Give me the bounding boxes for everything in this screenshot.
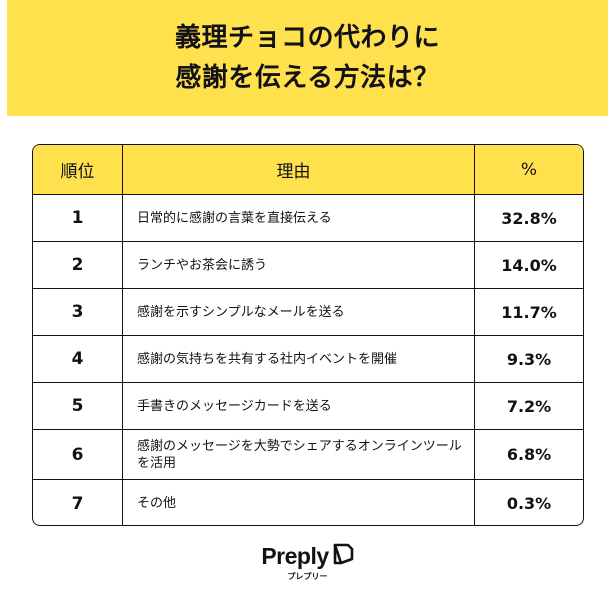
percent-cell: 14.0% (475, 242, 583, 288)
header-percent: % (520, 159, 538, 180)
brand-logo: Preply (261, 542, 353, 570)
brand-name: Preply (261, 542, 329, 569)
reason-text: 感謝の気持ちを共有する社内イベントを開催 (137, 351, 398, 367)
rank-number: 7 (71, 493, 84, 514)
percent-value: 6.8% (506, 445, 552, 464)
table-row: 2 ランチやお茶会に誘う 14.0% (33, 242, 583, 289)
preply-logo-icon (332, 542, 354, 570)
reason-cell: 手書きのメッセージカードを送る (123, 383, 475, 429)
reason-cell: その他 (123, 480, 475, 525)
percent-value: 14.0% (501, 255, 557, 275)
reason-cell: 感謝のメッセージを大勢でシェアするオンラインツールを活用 (123, 430, 475, 479)
reason-cell: 感謝の気持ちを共有する社内イベントを開催 (123, 336, 475, 382)
ranking-table: 順位 理由 % 1 日常的に感謝の言葉を直接伝える 32.8% 2 ランチやお茶… (32, 144, 584, 526)
rank-cell: 1 (33, 195, 123, 241)
rank-cell: 5 (33, 383, 123, 429)
title-line-2: 感謝を伝える方法は？ (175, 63, 440, 93)
table-row: 3 感謝を示すシンプルなメールを送る 11.7% (33, 289, 583, 336)
table-row: 7 その他 0.3% (33, 480, 583, 525)
title-line-1: 義理チョコの代わりに (174, 23, 440, 53)
rank-cell: 6 (33, 430, 123, 479)
percent-value: 32.8% (501, 208, 557, 228)
table-row: 4 感謝の気持ちを共有する社内イベントを開催 9.3% (33, 336, 583, 383)
rank-cell: 3 (33, 289, 123, 335)
reason-cell: 日常的に感謝の言葉を直接伝える (123, 195, 475, 241)
percent-value: 11.7% (501, 302, 557, 322)
brand-footer: Preply プレプリー (0, 542, 615, 582)
percent-value: 7.2% (506, 396, 552, 416)
rank-cell: 2 (33, 242, 123, 288)
rank-number: 4 (71, 349, 84, 369)
header-rank: 順位 (33, 145, 123, 194)
reason-cell: ランチやお茶会に誘う (123, 242, 475, 288)
reason-text: ランチやお茶会に誘う (137, 257, 268, 273)
reason-text: その他 (137, 496, 177, 511)
reason-text: 手書きのメッセージカードを送る (137, 398, 332, 414)
rank-number: 3 (71, 302, 84, 322)
reason-text: 日常的に感謝の言葉を直接伝える (137, 210, 332, 226)
percent-cell: 0.3% (475, 480, 583, 525)
percent-cell: 7.2% (475, 383, 583, 429)
table-row: 5 手書きのメッセージカードを送る 7.2% (33, 383, 583, 430)
reason-text: 感謝のメッセージを大勢でシェアするオンラインツールを活用 (137, 438, 462, 471)
reason-text: 感謝を示すシンプルなメールを送る (137, 304, 345, 320)
rank-cell: 7 (33, 480, 123, 525)
percent-cell: 9.3% (475, 336, 583, 382)
reason-cell: 感謝を示すシンプルなメールを送る (123, 289, 475, 335)
brand-subtitle: プレプリー (287, 572, 328, 581)
percent-cell: 32.8% (475, 195, 583, 241)
table-row: 1 日常的に感謝の言葉を直接伝える 32.8% (33, 195, 583, 242)
header-reason: 理由 (123, 145, 475, 194)
table-header-row: 順位 理由 % (33, 145, 583, 195)
rank-number: 2 (71, 255, 84, 275)
rank-number: 5 (71, 396, 84, 416)
percent-cell: 11.7% (475, 289, 583, 335)
title-banner: 義理チョコの代わりに 感謝を伝える方法は？ (7, 0, 608, 116)
percent-value: 9.3% (506, 349, 552, 369)
table-row: 6 感謝のメッセージを大勢でシェアするオンラインツールを活用 6.8% (33, 430, 583, 480)
percent-cell: 6.8% (475, 430, 583, 479)
percent-value: 0.3% (506, 494, 552, 513)
rank-number: 1 (71, 208, 84, 228)
rank-number: 6 (71, 444, 84, 465)
rank-cell: 4 (33, 336, 123, 382)
